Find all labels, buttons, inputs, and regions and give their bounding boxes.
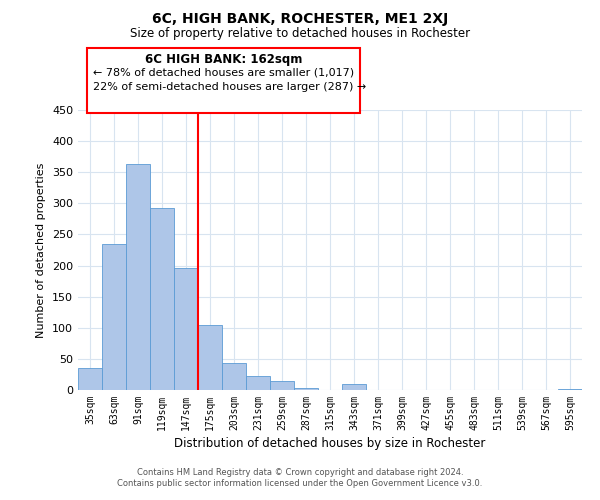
Y-axis label: Number of detached properties: Number of detached properties <box>37 162 46 338</box>
Bar <box>150 208 174 390</box>
Bar <box>558 389 582 390</box>
Bar <box>342 384 366 390</box>
Bar <box>174 268 198 390</box>
Bar <box>198 326 222 390</box>
Bar <box>78 368 102 390</box>
Text: ← 78% of detached houses are smaller (1,017): ← 78% of detached houses are smaller (1,… <box>93 68 354 78</box>
Bar <box>270 382 294 390</box>
Text: Size of property relative to detached houses in Rochester: Size of property relative to detached ho… <box>130 28 470 40</box>
Text: 6C, HIGH BANK, ROCHESTER, ME1 2XJ: 6C, HIGH BANK, ROCHESTER, ME1 2XJ <box>152 12 448 26</box>
Text: 22% of semi-detached houses are larger (287) →: 22% of semi-detached houses are larger (… <box>93 82 366 92</box>
Bar <box>126 164 150 390</box>
Bar <box>246 376 270 390</box>
X-axis label: Distribution of detached houses by size in Rochester: Distribution of detached houses by size … <box>175 437 485 450</box>
Text: Contains HM Land Registry data © Crown copyright and database right 2024.
Contai: Contains HM Land Registry data © Crown c… <box>118 468 482 487</box>
Bar <box>102 244 126 390</box>
Text: 6C HIGH BANK: 162sqm: 6C HIGH BANK: 162sqm <box>145 52 302 66</box>
Bar <box>294 388 318 390</box>
Bar <box>222 362 246 390</box>
